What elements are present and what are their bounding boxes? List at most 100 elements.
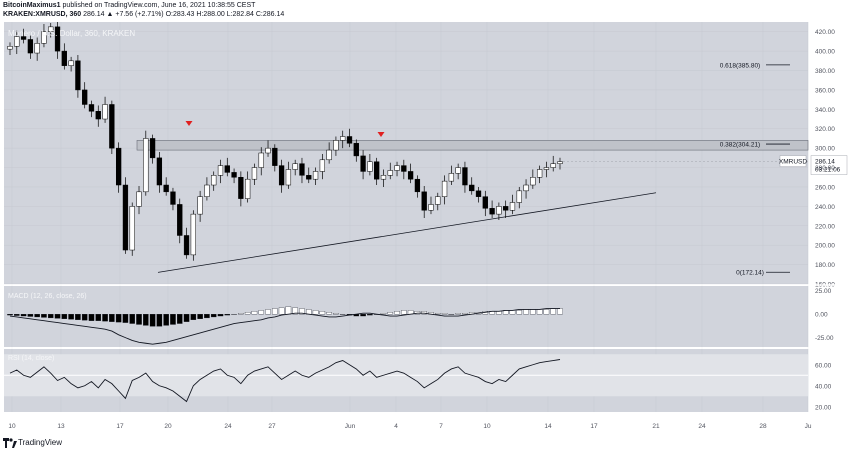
candle-body [489,208,495,215]
candle-body [41,31,47,44]
candle-body [312,171,319,180]
macd-histogram-bar [143,314,149,326]
rsi-tick-label: 40.00 [815,383,832,390]
symbol-label: KRAKEN:XMRUSD, 360 [3,11,82,18]
macd-histogram-bar [251,311,258,315]
ascending-support-line [157,192,657,273]
price-axis-background [808,22,850,432]
time-tick-label: Ju [805,423,812,430]
symbol-tag-label: XMRUSD [779,159,807,166]
chart-area[interactable]: 0.618(385.80) 0.382(304.21) 0(172.14) XMRU… [0,21,850,432]
candle-body [217,165,224,176]
publish-text: published on TradingView.com, June 16, 2… [62,2,256,9]
candle-body [68,60,74,66]
footer: TradingView [0,434,850,453]
tradingview-brand: TradingView [18,438,63,447]
fib-level-label: 0.618(385.80) [720,62,760,69]
chart-header: BitcoinMaximus1 published on TradingView… [0,0,850,22]
bearish-arrow-icon [377,132,385,137]
candle-body [557,161,563,164]
rsi-tick-label: 20.00 [815,404,832,411]
price-tick-label: 400.00 [815,49,835,56]
candle-body [367,161,373,172]
macd-histogram-bar [190,314,197,320]
macd-histogram-bar [183,314,190,322]
macd-tick-label: 0.00 [815,312,828,319]
macd-histogram-bar [197,314,203,319]
candle-body [231,172,237,178]
candle-body [360,155,366,172]
rsi-panel-title: RSI (14, close) [8,355,54,362]
candle-body [238,177,244,199]
macd-histogram-bar [272,308,278,315]
candle-body [523,184,529,192]
candle-body [374,161,380,180]
macd-histogram-bar [54,314,61,319]
macd-histogram-bar [34,314,40,318]
price-tick-label: 420.00 [815,29,835,36]
time-tick-label: 28 [759,423,767,430]
macd-histogram-bar [217,314,224,317]
candle-body [428,204,434,211]
candle-body [455,167,461,174]
candle-body [102,104,108,120]
candle-body [346,136,353,144]
resistance-zone [136,140,809,151]
candle-body [543,167,550,170]
time-tick-label: 10 [483,423,491,430]
rsi-tick-label: 60.00 [815,362,832,369]
macd-histogram-bar [387,312,393,315]
bearish-arrow-icon [185,121,193,126]
price-tick-label: 260.00 [815,184,835,191]
candle-body [14,36,20,47]
macd-histogram-bar [448,314,455,315]
macd-histogram-bar [244,312,251,315]
candle-body [292,163,298,170]
macd-histogram-bar [81,314,88,321]
macd-histogram-bar [224,314,231,316]
macd-panel-title: MACD (12, 26, close, 26) [8,293,87,300]
candle-body [272,147,278,166]
macd-histogram-bar [258,310,264,315]
candle-body [550,163,556,168]
macd-histogram-bar [285,306,292,315]
time-tick-label: 24 [224,423,232,430]
macd-histogram-bar [265,309,271,315]
macd-histogram-bar [394,311,400,315]
candle-body [469,184,475,192]
candle-body [441,180,448,197]
candle-body [306,175,312,180]
chart-svg[interactable]: 0.618(385.80) 0.382(304.21) 0(172.14) XMRU… [0,21,850,432]
macd-histogram-bar [278,307,285,315]
macd-histogram-bar [88,314,95,321]
macd-histogram-bar [509,310,516,315]
macd-histogram-bar [536,309,543,315]
candle-body [265,147,271,154]
macd-histogram-bar [421,311,427,315]
macd-histogram-bar [543,309,550,315]
candle-body [435,196,441,205]
macd-histogram-bar [441,313,448,315]
macd-histogram-bar [129,314,135,324]
price-tick-label: 360.00 [815,87,835,94]
macd-histogram-bar [109,314,115,322]
macd-histogram-bar [95,314,102,321]
macd-histogram-bar [455,313,461,315]
candle-body [448,173,455,182]
macd-histogram-bar [204,314,210,319]
candle-body [129,206,135,251]
macd-histogram-bar [210,314,217,318]
macd-histogram-bar [530,309,536,315]
candle-body [319,159,325,172]
macd-histogram-bar [516,310,523,315]
candle-body [156,157,163,186]
candle-body [496,206,502,215]
time-tick-label: 13 [57,423,65,430]
macd-histogram-bar [231,314,237,315]
current-price-box [810,155,848,175]
price-tick-label: 200.00 [815,243,835,250]
candle-body [82,89,88,105]
time-tick-label: 21 [652,423,660,430]
price-panel [4,22,808,284]
candle-body [224,165,230,173]
